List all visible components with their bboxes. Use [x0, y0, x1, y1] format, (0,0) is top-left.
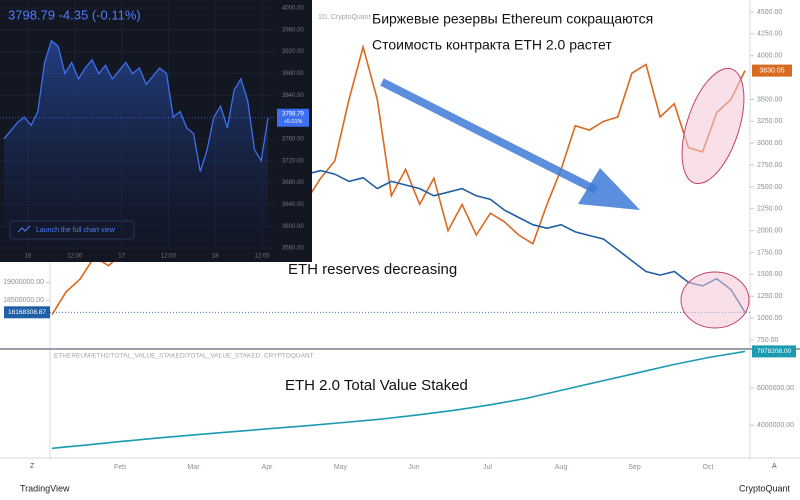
y-tick-label: 3250.00	[757, 118, 782, 125]
x-tick-label: 12:00	[67, 254, 83, 260]
x-tick-label: 12:00	[254, 254, 270, 260]
y-tick-label: 1750.00	[757, 249, 782, 256]
x-tick-label: Feb	[114, 464, 126, 471]
y-tick-label: 6000000.00	[757, 385, 794, 392]
y-tick-label: 1500.00	[757, 271, 782, 278]
value-badge	[4, 306, 50, 319]
y-tick-label: 3960.00	[282, 27, 304, 33]
footer-brand: CryptoQuant	[739, 483, 791, 493]
y-tick-label: 750.00	[757, 337, 779, 344]
value-badge-label: 3830.05	[759, 67, 784, 74]
y-tick-label: 3840.00	[282, 93, 304, 99]
x-tick-label: Mar	[187, 464, 200, 471]
footer-brand: TradingView	[20, 483, 70, 493]
highlight-ellipse	[681, 67, 745, 185]
inset-chart: 4000.00 3960.00 3920.00 3880.00 3840.00 3760.…	[0, 0, 312, 262]
main-pane: 4500.00 4250.00 4000.00 3500.00 3250.00 3000.…	[3, 9, 792, 471]
value-badge	[752, 345, 796, 358]
subtitle: Стоимость контракта ETH 2.0 растет	[372, 37, 612, 53]
y-tick-label: 3920.00	[282, 49, 304, 55]
value-badge-label: 3798.79	[282, 111, 304, 117]
pane-title: ETH 2.0 Total Value Staked	[285, 377, 468, 394]
source-label: 1D, CryptoQuant	[318, 14, 371, 21]
y-tick-label: 3680.00	[282, 180, 304, 186]
x-tick-label: 16	[25, 254, 32, 260]
y-tick-label: 3500.00	[757, 96, 782, 103]
x-tick-label: Oct	[703, 464, 714, 471]
axis-mark: Z	[30, 463, 35, 470]
x-tick-label: 12:00	[161, 254, 177, 260]
y-tick-label: 4000.00	[282, 6, 304, 12]
value-badge-label: 7978208.00	[757, 348, 792, 355]
highlight-ellipse	[680, 271, 750, 329]
value-badge	[277, 108, 309, 127]
y-tick-label: 3880.00	[282, 71, 304, 77]
inset-header: 3798.79 -4.35 (-0.11%)	[8, 7, 141, 22]
y-tick-label: 1250.00	[757, 293, 782, 300]
button-icon	[17, 225, 31, 233]
y-tick-label: 2500.00	[757, 184, 782, 191]
y-tick-label: 3000.00	[757, 140, 782, 147]
x-tick-label: Jun	[408, 464, 419, 471]
y2-tick-label: 18500000.00	[3, 297, 44, 304]
staked-pane: 6000000.00 4000000.00 7978208.00	[51, 345, 796, 450]
trend-arrow	[380, 78, 640, 210]
y-tick-label: 1000.00	[757, 315, 782, 322]
x-tick-label: 17	[118, 254, 125, 260]
x-tick-label: 18	[212, 254, 219, 260]
y-tick-label: 3560.00	[282, 246, 304, 252]
y-tick-label: 3760.00	[282, 136, 304, 142]
x-tick-label: Apr	[262, 464, 274, 471]
y-tick-label: 3720.00	[282, 158, 304, 164]
area-fill	[4, 40, 268, 251]
x-tick-label: Aug	[555, 464, 568, 471]
value-badge-label: 18168308.87	[8, 309, 46, 316]
y-tick-label: 2000.00	[757, 228, 782, 235]
y-tick-label: 4250.00	[757, 31, 782, 38]
source-label: ETHEREUM/ETH2/TOTAL_VALUE_STAKED/TOTAL_V…	[54, 353, 314, 360]
value-badge-change: +5.01%	[284, 119, 303, 125]
y-tick-label: 4000000.00	[757, 422, 794, 429]
y-tick-label: 3600.00	[282, 224, 304, 230]
x-tick-label: May	[334, 464, 348, 471]
value-badge	[752, 64, 792, 77]
axis-mark: A	[772, 463, 777, 470]
x-tick-label: Jul	[483, 464, 492, 471]
line	[3, 39, 269, 172]
y-tick-label: 3640.00	[282, 202, 304, 208]
x-tick-label: Sep	[628, 464, 641, 471]
y2-tick-label: 19000000.00	[3, 279, 44, 286]
y-tick-label: 2250.00	[757, 206, 782, 213]
y-tick-label: 4000.00	[757, 53, 782, 60]
annotation: ETH reserves decreasing	[288, 261, 457, 278]
line	[51, 350, 746, 450]
y-tick-label: 4500.00	[757, 9, 782, 16]
y-tick-label: 2750.00	[757, 162, 782, 169]
footer-bar	[0, 478, 800, 500]
line	[306, 169, 746, 313]
title: Биржевые резервы Ethereum сокращаются	[372, 11, 653, 27]
launch-button-label[interactable]: Launch the full chart view	[36, 227, 116, 234]
